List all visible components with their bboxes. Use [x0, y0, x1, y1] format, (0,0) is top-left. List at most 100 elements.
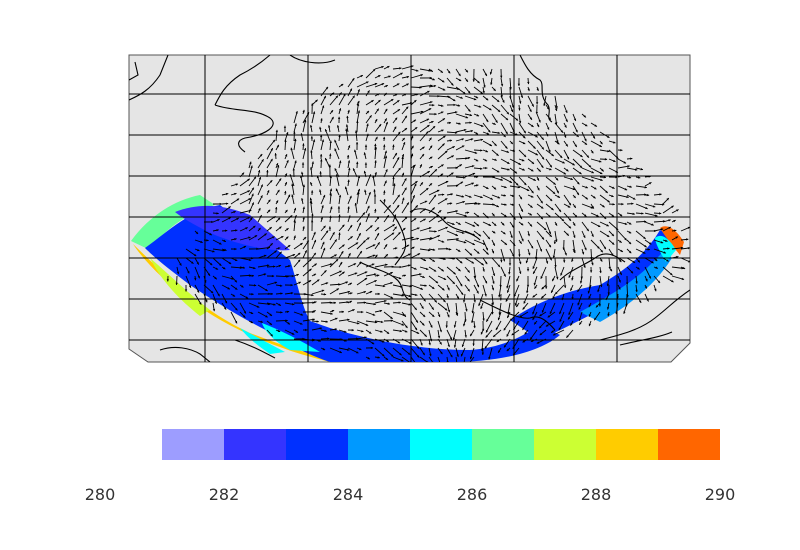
wind-vector-head [440, 104, 444, 107]
wind-vector-head [385, 108, 388, 112]
wind-vector-head [350, 292, 353, 295]
wind-vector-head [269, 180, 273, 183]
wind-vector-head [599, 270, 602, 274]
wind-vector-head [355, 242, 359, 245]
wind-vector-head [236, 198, 240, 201]
wind-vector-head [612, 203, 615, 206]
wind-vector-head [333, 301, 336, 305]
wind-vector-head [436, 189, 440, 193]
wind-vector-head [377, 292, 381, 296]
wind-vector-head [624, 188, 628, 191]
wind-vector-head [449, 139, 453, 142]
wind-vector-head [452, 222, 455, 226]
wind-vector-head [427, 248, 431, 252]
wind-vector-head [432, 126, 436, 129]
wind-vector-head [455, 210, 458, 213]
wind-vector-head [606, 224, 609, 227]
wind-vector-head [518, 121, 522, 124]
wind-vector-head [591, 234, 594, 237]
wind-vector-head [611, 194, 614, 198]
wind-vector-head [319, 327, 322, 330]
wind-vector-head [487, 236, 490, 240]
wind-vector-head [466, 211, 470, 214]
wind-vector-head [568, 202, 571, 206]
wind-vector-head [412, 246, 415, 250]
wind-vector-head [442, 118, 445, 121]
wind-vector-head [588, 296, 591, 299]
wind-vector-head [345, 124, 349, 127]
wind-vector-head [204, 280, 207, 283]
wind-vector-head [598, 304, 602, 307]
wind-vector-head [347, 109, 350, 113]
wind-vector-head [319, 171, 322, 174]
wind-vector-head [251, 187, 254, 191]
wind-vector-head [214, 301, 217, 304]
wind-vector-head [618, 279, 621, 283]
wind-vector-head [390, 99, 394, 102]
wind-vector-head [591, 262, 594, 266]
wind-vector-head [247, 178, 250, 182]
wind-vector-head [442, 143, 445, 146]
wind-vector-head [332, 232, 335, 235]
wind-vector-head [453, 103, 456, 107]
wind-vector-head [314, 263, 317, 266]
wind-vector-head [522, 168, 525, 171]
wind-vector-head [175, 282, 178, 285]
wind-vector-head [426, 131, 429, 134]
wind-vector-head [443, 277, 447, 280]
wind-vector-head [404, 330, 408, 333]
wind-vector-head [481, 352, 485, 355]
wind-vector-head [659, 193, 662, 196]
wind-vector-head [637, 176, 641, 179]
wind-vector-head [335, 95, 338, 99]
wind-vector-head [422, 352, 425, 356]
wind-vector-head [302, 109, 305, 113]
wind-vector-head [374, 82, 378, 86]
wind-vector-head [351, 328, 354, 332]
wind-vector-head [293, 235, 296, 238]
wind-vector-head [506, 348, 510, 352]
wind-vector-head [687, 226, 690, 230]
wind-vector-head [383, 190, 386, 193]
wind-vector-head [363, 170, 367, 174]
wind-vector-head [492, 281, 495, 284]
wind-vector-head [403, 227, 406, 231]
wind-vector-head [256, 305, 260, 308]
wind-vector-head [306, 240, 309, 244]
wind-vector-head [420, 182, 423, 185]
wind-vector-head [385, 85, 388, 88]
wind-vector-head [645, 278, 648, 282]
wind-vector-head [420, 110, 424, 114]
wind-vector-head [476, 223, 479, 227]
wind-vector-head [390, 319, 394, 322]
wind-vector-head [371, 341, 375, 345]
wind-vector-head [657, 280, 661, 284]
wind-vector-head [302, 217, 305, 220]
wind-vector-head [557, 142, 560, 145]
wind-vector-head [471, 261, 474, 264]
wind-vector-head [549, 311, 552, 314]
wind-vector-head [309, 200, 313, 203]
wind-vector-head [302, 226, 305, 229]
wind-vector-head [363, 240, 366, 243]
wind-vector-head [463, 363, 465, 365]
wind-vector-head [476, 291, 479, 294]
wind-vector-head [398, 301, 401, 304]
wind-vector-head [328, 164, 332, 167]
wind-vector-head [498, 350, 501, 353]
wind-vector-head [322, 194, 326, 198]
wind-vector-head [429, 338, 433, 342]
wind-vector-head [384, 92, 387, 96]
wind-vector-head [419, 164, 422, 167]
wind-vector-head [272, 236, 275, 239]
wind-vector-head [476, 215, 480, 218]
wind-vector-head [199, 302, 202, 305]
wind-vector-head [644, 286, 647, 289]
wind-vector-head [357, 175, 361, 179]
wind-vector-head [628, 222, 632, 225]
wind-vector-head [583, 265, 586, 268]
wind-vector-head [387, 302, 390, 305]
wind-vector-head [443, 217, 447, 220]
wind-vector-head [437, 335, 441, 339]
wind-vector-head [370, 346, 374, 350]
